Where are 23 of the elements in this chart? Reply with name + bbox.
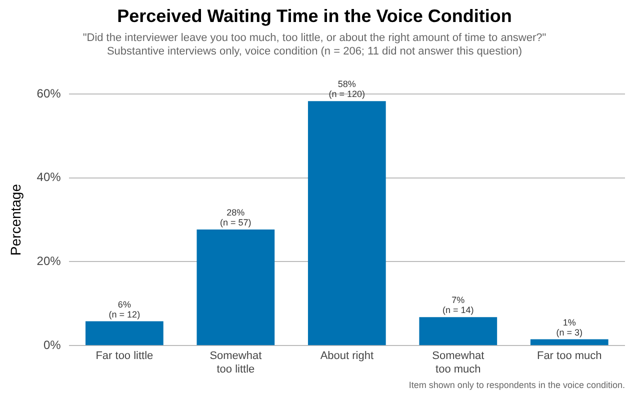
data-label: 7% (n = 14) [442,295,474,316]
bar [196,229,275,346]
y-tick-label: 60% [36,86,62,100]
x-tick-label: Somewhat too little [210,350,262,376]
bar [86,321,164,346]
chart-subtitle: "Did the interviewer leave you too much, too little, or about the right amount of time to answer?" Substantive interviews only, voice condition (n = 206; 11 did not answer this question) [82,32,546,58]
chart-title: Perceived Waiting Time in the Voice Condition [117,6,512,26]
x-tick-label: Far too little [96,350,154,362]
y-tick-label: 40% [36,170,62,184]
data-label: 6% (n = 12) [108,299,140,320]
data-label: 1% (n = 3) [556,317,583,338]
x-tick-label: Somewhat too much [432,350,484,376]
y-axis-title: Percentage [7,184,24,256]
bar [419,317,498,346]
y-tick-label: 0% [43,338,62,352]
bar [530,339,608,346]
bar [308,101,386,346]
data-label: 58% (n = 120) [328,79,366,100]
y-tick-label: 20% [36,254,62,268]
text: Item shown only to respondents in the voice condition. [408,380,625,390]
data-label: 28% (n = 57) [220,207,252,228]
x-tick-label: About right [320,350,374,362]
x-tick-label: Far too much [536,350,602,362]
